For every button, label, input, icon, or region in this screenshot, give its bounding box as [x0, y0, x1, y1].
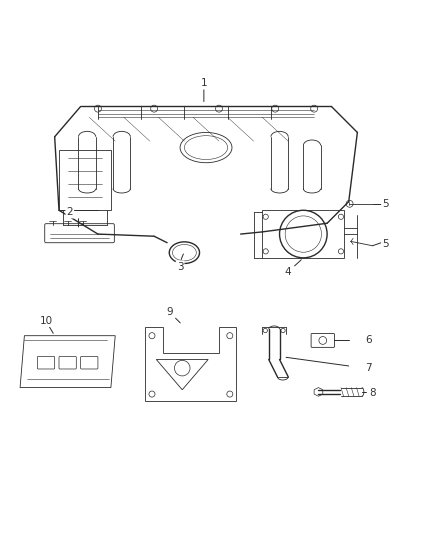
Text: 5: 5 — [382, 199, 389, 209]
Text: 10: 10 — [39, 316, 53, 326]
Text: 9: 9 — [166, 307, 173, 317]
Text: 2: 2 — [67, 207, 73, 217]
Text: 4: 4 — [285, 267, 292, 277]
Text: 8: 8 — [369, 388, 376, 398]
Text: 3: 3 — [177, 262, 184, 271]
Text: 5: 5 — [382, 239, 389, 248]
Text: 7: 7 — [365, 363, 371, 373]
Text: 1: 1 — [201, 78, 207, 88]
Text: 6: 6 — [365, 335, 371, 345]
